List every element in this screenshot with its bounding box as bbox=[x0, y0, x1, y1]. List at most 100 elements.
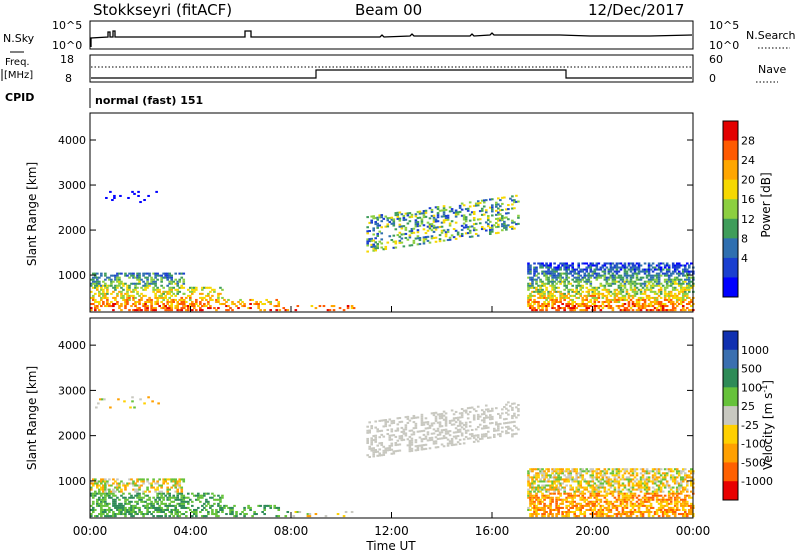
velocity-cell bbox=[100, 480, 103, 483]
velocity-cell bbox=[178, 484, 182, 487]
power-cell bbox=[188, 298, 192, 301]
velocity-cell bbox=[102, 490, 105, 493]
power-cell bbox=[428, 225, 432, 228]
power-cell bbox=[603, 268, 607, 271]
velocity-cell bbox=[140, 510, 143, 514]
power-cell bbox=[667, 309, 671, 312]
velocity-cell bbox=[667, 496, 671, 499]
velocity-cell bbox=[124, 486, 127, 489]
power-cell bbox=[390, 216, 394, 219]
power-cell bbox=[567, 280, 570, 283]
velocity-cell bbox=[607, 488, 611, 491]
power-cell bbox=[90, 278, 93, 281]
velocity-cell bbox=[641, 468, 645, 471]
velocity-cell bbox=[629, 470, 633, 473]
power-cell bbox=[605, 305, 609, 308]
power-cell bbox=[404, 236, 408, 239]
velocity-cell bbox=[499, 422, 502, 425]
power-cell bbox=[138, 282, 141, 285]
velocity-cell bbox=[595, 490, 599, 493]
power-cell bbox=[571, 305, 574, 308]
velocity-cell bbox=[275, 506, 279, 509]
velocity-cell bbox=[116, 496, 119, 499]
power-cell bbox=[671, 264, 675, 267]
velocity-cell bbox=[499, 433, 502, 436]
power-cell bbox=[635, 276, 639, 279]
power-cell bbox=[597, 296, 601, 299]
velocity-cell bbox=[146, 498, 149, 501]
power-cell bbox=[184, 305, 188, 308]
power-cell bbox=[205, 298, 208, 301]
velocity-cell bbox=[599, 484, 603, 487]
power-cell bbox=[683, 288, 687, 291]
velocity-cell bbox=[603, 474, 607, 477]
velocity-cell bbox=[108, 490, 111, 493]
power-cell bbox=[643, 300, 647, 303]
power-cell bbox=[535, 274, 538, 277]
velocity-cell bbox=[539, 500, 542, 503]
power-cell bbox=[517, 222, 520, 225]
power-cell bbox=[104, 305, 107, 308]
power-cell bbox=[593, 270, 597, 273]
power-cell bbox=[112, 280, 115, 283]
velocity-cell bbox=[422, 421, 426, 424]
power-cell bbox=[102, 288, 105, 291]
power-cell bbox=[217, 294, 220, 297]
power-cell bbox=[593, 307, 597, 310]
velocity-cell bbox=[124, 496, 127, 499]
velocity-cell bbox=[511, 417, 514, 420]
power-cell bbox=[495, 209, 498, 212]
velocity-cell bbox=[563, 492, 566, 495]
velocity-cell bbox=[621, 500, 625, 503]
power-cell bbox=[404, 228, 408, 231]
velocity-cell bbox=[667, 498, 671, 501]
power-cell bbox=[621, 278, 625, 281]
power-cell bbox=[619, 298, 623, 301]
velocity-cell bbox=[647, 496, 651, 499]
velocity-cell bbox=[430, 436, 434, 439]
power-cell bbox=[583, 268, 587, 271]
power-cell bbox=[462, 218, 466, 221]
velocity-cell bbox=[661, 504, 665, 507]
power-cell bbox=[559, 294, 562, 297]
power-cell bbox=[106, 290, 109, 293]
velocity-cell bbox=[452, 417, 456, 420]
velocity-cell bbox=[571, 470, 574, 473]
velocity-cell bbox=[555, 504, 558, 507]
velocity-cell bbox=[205, 515, 208, 518]
power-cell bbox=[527, 284, 530, 287]
velocity-cell bbox=[448, 430, 452, 433]
power-cell bbox=[527, 300, 530, 303]
power-cell bbox=[685, 278, 689, 281]
velocity-cell bbox=[440, 412, 444, 415]
velocity-cell bbox=[541, 470, 544, 473]
power-cell bbox=[318, 305, 322, 308]
velocity-cell bbox=[444, 412, 448, 415]
velocity-cell bbox=[98, 513, 101, 516]
power-cell bbox=[178, 302, 182, 306]
velocity-cell bbox=[132, 488, 135, 491]
velocity-cell bbox=[96, 515, 99, 518]
velocity-cell bbox=[140, 513, 143, 516]
velocity-cell bbox=[184, 500, 188, 503]
power-cell bbox=[649, 280, 653, 283]
velocity-cell bbox=[669, 488, 673, 491]
power-cell bbox=[505, 208, 508, 211]
power-cell bbox=[657, 309, 661, 312]
power-cell bbox=[687, 278, 691, 281]
velocity-cell bbox=[559, 472, 562, 475]
velocity-cell bbox=[545, 468, 548, 471]
velocity-cell bbox=[382, 453, 386, 456]
velocity-cell bbox=[146, 478, 149, 481]
velocity-cell bbox=[482, 425, 486, 428]
power-cell bbox=[585, 274, 589, 277]
power-cell bbox=[579, 268, 583, 271]
power-cell bbox=[595, 268, 599, 271]
power-cell bbox=[623, 264, 627, 267]
power-cell bbox=[180, 284, 184, 287]
velocity-cell bbox=[673, 502, 677, 505]
power-cell bbox=[458, 235, 462, 238]
power-cell bbox=[593, 286, 597, 289]
velocity-cell bbox=[96, 500, 99, 503]
velocity-cell bbox=[170, 478, 173, 481]
